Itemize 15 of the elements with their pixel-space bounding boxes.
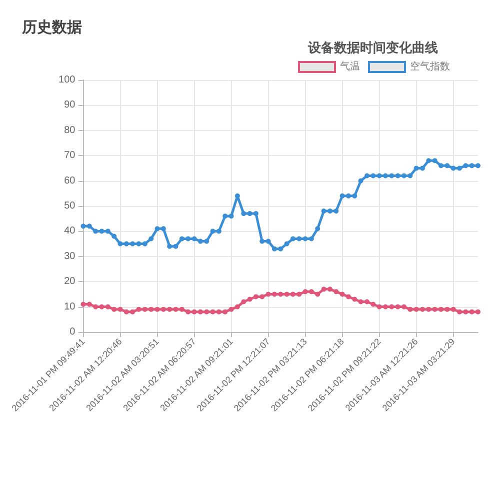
y-tick-label: 40	[64, 226, 76, 237]
y-tick-label: 50	[64, 200, 76, 212]
text: 历史数据	[21, 19, 82, 36]
y-tick-label: 90	[64, 100, 76, 111]
y-tick-label: 70	[64, 150, 76, 162]
y-tick-label: 100	[58, 74, 76, 86]
y-tick-label: 80	[64, 124, 76, 136]
y-tick-label: 20	[64, 276, 76, 288]
chart-title: 设备数据时间变化曲线	[307, 40, 438, 55]
y-tick-label: 60	[64, 175, 76, 186]
legend-label: 气温	[340, 60, 360, 72]
y-tick-label: 30	[64, 250, 76, 262]
y-tick-label: 0	[70, 326, 76, 338]
y-tick-label: 10	[64, 301, 76, 312]
legend-label: 空气指数	[410, 60, 450, 72]
